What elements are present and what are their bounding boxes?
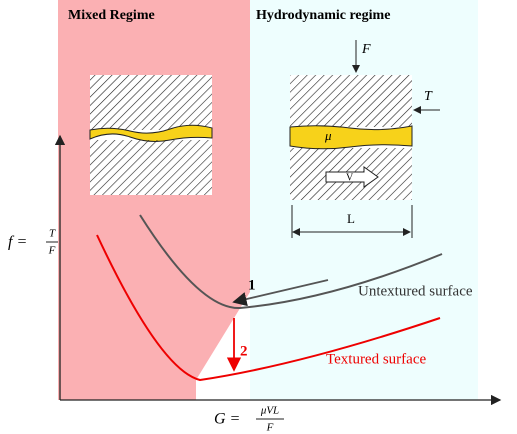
label-den: F bbox=[48, 245, 56, 257]
label-den: F bbox=[266, 422, 274, 434]
arrow-label: 2 bbox=[240, 343, 248, 359]
region-label: Hydrodynamic regime bbox=[256, 8, 390, 23]
label-lhs: G = bbox=[214, 411, 240, 428]
untextured-curve bbox=[139, 214, 443, 310]
textured-curve bbox=[96, 234, 441, 382]
inset-hydro bbox=[289, 40, 440, 238]
arrow-1 bbox=[232, 279, 329, 307]
arrow-label: 1 bbox=[248, 277, 256, 293]
velocity-label: V bbox=[346, 172, 354, 183]
curve-label: Textured surface bbox=[326, 351, 426, 367]
y-axis-label: f = T F bbox=[8, 228, 58, 257]
curve-label: Untextured surface bbox=[358, 283, 473, 299]
torque-label: T bbox=[424, 89, 433, 104]
length-label: L bbox=[347, 211, 355, 226]
inset-mixed bbox=[89, 75, 213, 195]
label-num: μVL bbox=[260, 405, 279, 417]
force-label: F bbox=[361, 42, 371, 57]
x-axis-label: G = μVL F bbox=[214, 405, 284, 434]
label-num: T bbox=[49, 228, 56, 240]
label-lhs: f = bbox=[8, 234, 27, 251]
viscosity-label: μ bbox=[324, 128, 332, 143]
region-label: Mixed Regime bbox=[68, 8, 155, 23]
